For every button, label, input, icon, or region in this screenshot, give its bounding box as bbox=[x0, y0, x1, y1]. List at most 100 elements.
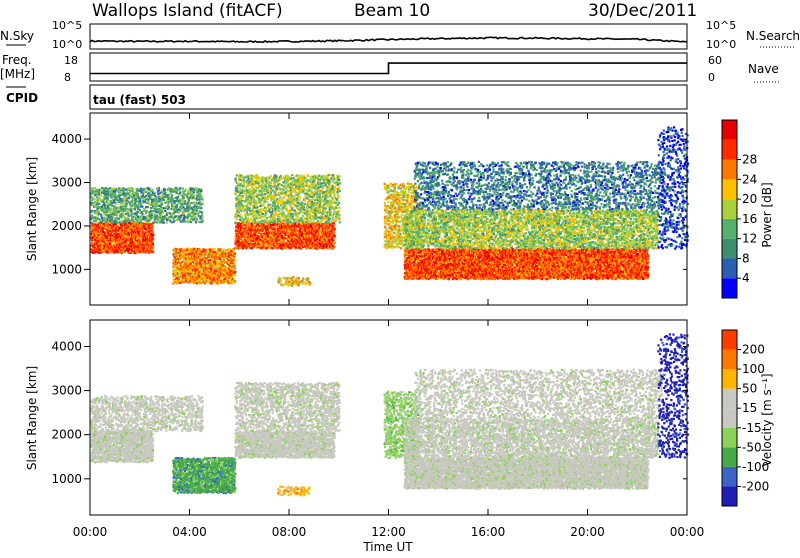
echo-cell bbox=[158, 187, 160, 189]
echo-cell bbox=[225, 261, 227, 263]
echo-cell bbox=[248, 188, 250, 190]
echo-cell bbox=[161, 203, 163, 205]
echo-cell bbox=[148, 221, 150, 223]
echo-cell bbox=[234, 265, 236, 267]
echo-cell bbox=[146, 210, 148, 212]
echo-cell bbox=[313, 205, 315, 207]
echo-cell bbox=[185, 221, 187, 223]
echo-cell bbox=[179, 201, 181, 203]
echo-cell bbox=[90, 218, 92, 220]
echo-cell bbox=[110, 211, 112, 213]
echo-cell bbox=[152, 210, 154, 212]
echo-cell bbox=[256, 193, 258, 195]
echo-cell bbox=[298, 195, 300, 197]
echo-cell bbox=[112, 211, 114, 213]
echo-cell bbox=[305, 189, 307, 191]
echo-cell bbox=[234, 259, 236, 261]
echo-cell bbox=[132, 188, 134, 190]
echo-cell bbox=[298, 200, 300, 202]
echo-cell bbox=[307, 179, 309, 181]
echo-cell bbox=[171, 194, 173, 196]
echo-cell bbox=[243, 183, 245, 185]
echo-cell bbox=[250, 204, 252, 206]
echo-cell bbox=[292, 187, 294, 189]
echo-cell bbox=[139, 198, 141, 200]
echo-cell bbox=[317, 183, 319, 185]
echo-cell bbox=[120, 206, 122, 208]
echo-cell bbox=[304, 213, 306, 215]
echo-cell bbox=[279, 201, 281, 203]
echo-cell bbox=[122, 200, 124, 202]
echo-cell bbox=[300, 219, 302, 221]
freq-label: Freq. bbox=[2, 53, 32, 67]
echo-cell bbox=[128, 215, 130, 217]
echo-cell bbox=[275, 211, 277, 213]
echo-cell bbox=[152, 224, 154, 226]
echo-cell bbox=[163, 222, 165, 224]
echo-cell bbox=[251, 223, 253, 225]
echo-cell bbox=[333, 241, 335, 243]
echo-cell bbox=[274, 191, 276, 193]
echo-cell bbox=[190, 221, 192, 223]
echo-cell bbox=[241, 216, 243, 218]
echo-cell bbox=[116, 207, 118, 209]
echo-cell bbox=[230, 256, 232, 258]
echo-cell bbox=[241, 189, 243, 191]
nsky-tick-low: 10^0 bbox=[52, 38, 82, 51]
echo-cell bbox=[243, 179, 245, 181]
nsearch-tick-high: 10^5 bbox=[706, 19, 736, 32]
echo-cell bbox=[279, 199, 281, 201]
echo-cell bbox=[108, 252, 110, 254]
echo-cell bbox=[247, 203, 249, 205]
echo-cell bbox=[292, 213, 294, 215]
echo-cell bbox=[255, 200, 257, 202]
echo-cell bbox=[196, 188, 198, 190]
echo-cell bbox=[247, 176, 249, 178]
echo-cell bbox=[287, 218, 289, 220]
freq-tick-high: 18 bbox=[64, 54, 78, 67]
echo-cell bbox=[103, 217, 105, 219]
echo-cell bbox=[266, 180, 268, 182]
echo-cell bbox=[287, 181, 289, 183]
echo-cell bbox=[129, 190, 131, 192]
echo-cell bbox=[195, 221, 197, 223]
echo-cell bbox=[160, 205, 162, 207]
echo-cell bbox=[333, 224, 335, 226]
echo-cell bbox=[247, 191, 249, 193]
echo-cell bbox=[115, 211, 117, 213]
freq-unit: [MHz] bbox=[0, 67, 35, 81]
echo-cell bbox=[295, 218, 297, 220]
echo-cell bbox=[273, 215, 275, 217]
echo-cell bbox=[313, 202, 315, 204]
echo-cell bbox=[161, 190, 163, 192]
echo-cell bbox=[301, 211, 303, 213]
echo-cell bbox=[290, 220, 292, 222]
echo-cell bbox=[318, 221, 320, 223]
echo-cell bbox=[159, 220, 161, 222]
echo-cell bbox=[101, 225, 103, 227]
freq-series-line bbox=[90, 63, 687, 73]
echo-cell bbox=[184, 193, 186, 195]
echo-cell bbox=[161, 201, 163, 203]
echo-cell bbox=[194, 273, 196, 275]
echo-cell bbox=[133, 192, 135, 194]
echo-cell bbox=[184, 200, 186, 202]
echo-cell bbox=[278, 183, 280, 185]
echo-cell bbox=[196, 210, 198, 212]
echo-cell bbox=[276, 198, 278, 200]
echo-cell bbox=[278, 210, 280, 212]
frequency-panel: Freq. [MHz] 18 8 60 0 Nave bbox=[0, 53, 780, 84]
echo-cell bbox=[140, 202, 142, 204]
echo-cell bbox=[314, 199, 316, 201]
echo-cell bbox=[241, 203, 243, 205]
echo-cell bbox=[310, 209, 312, 211]
echo-cell bbox=[310, 190, 312, 192]
echo-cell bbox=[300, 175, 302, 177]
echo-cell bbox=[91, 210, 93, 212]
echo-cell bbox=[290, 191, 292, 193]
echo-cell bbox=[261, 176, 263, 178]
echo-cell bbox=[150, 207, 152, 209]
echo-cell bbox=[273, 197, 275, 199]
echo-cell bbox=[178, 270, 180, 272]
echo-cell bbox=[171, 202, 173, 204]
